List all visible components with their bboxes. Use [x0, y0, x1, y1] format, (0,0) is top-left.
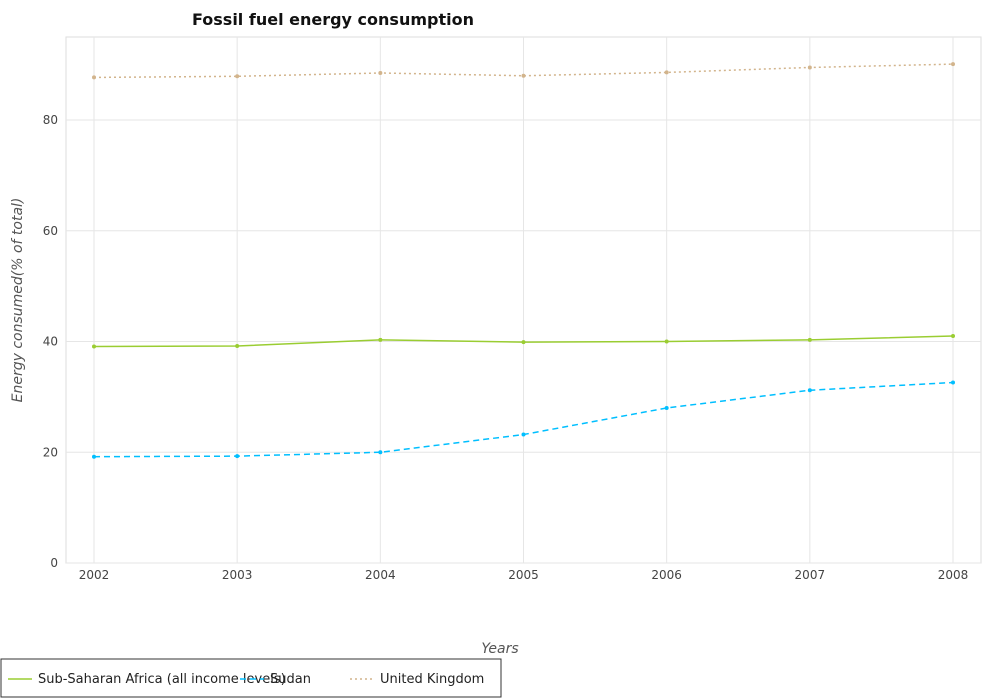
x-tick-labels: 2002 2003 2004 2005 2006 2007 2008 [79, 568, 969, 582]
data-point [378, 450, 383, 455]
data-point [664, 70, 669, 75]
x-tick-label: 2007 [795, 568, 826, 582]
data-point [378, 70, 383, 75]
data-point [807, 388, 812, 393]
data-point [378, 337, 383, 342]
legend: Sub-Saharan Africa (all income levels)Su… [0, 658, 502, 698]
series-layer [92, 62, 955, 459]
x-tick-label: 2004 [365, 568, 396, 582]
data-point [92, 454, 96, 459]
data-point [521, 340, 526, 345]
data-point [951, 333, 955, 338]
data-point [521, 432, 526, 437]
data-point [92, 344, 96, 349]
data-point [951, 62, 955, 67]
y-tick-label: 20 [43, 445, 58, 459]
x-tick-label: 2002 [79, 568, 110, 582]
x-tick-label: 2006 [651, 568, 682, 582]
chart-title: Fossil fuel energy consumption [192, 10, 474, 29]
data-point [235, 74, 240, 79]
data-point [664, 339, 669, 344]
grid-lines [66, 37, 981, 564]
data-point [664, 405, 669, 410]
x-tick-label: 2003 [222, 568, 253, 582]
legend-label: United Kingdom [380, 672, 484, 687]
data-point [92, 75, 96, 80]
x-tick-label: 2008 [938, 568, 969, 582]
data-point [807, 337, 812, 342]
legend-label: Sudan [270, 672, 311, 687]
x-axis-label: Years [481, 641, 518, 657]
data-point [807, 65, 812, 70]
data-point [951, 380, 955, 385]
y-tick-label: 40 [43, 335, 58, 349]
y-tick-labels: 0 20 40 60 80 [43, 113, 58, 570]
legend-label: Sub-Saharan Africa (all income levels) [38, 672, 286, 687]
data-point [235, 343, 240, 348]
data-point [235, 454, 240, 459]
plot-area: 0 20 40 60 80 2002 2003 2004 2005 2006 2007 2008 [43, 36, 982, 582]
y-tick-label: 80 [43, 113, 58, 127]
y-tick-label: 0 [50, 556, 58, 570]
y-axis-label: Energy consumed(% of total) [10, 198, 26, 403]
data-point [521, 73, 526, 78]
x-tick-label: 2005 [508, 568, 539, 582]
legend-box [0, 658, 502, 698]
y-tick-label: 60 [43, 224, 58, 238]
